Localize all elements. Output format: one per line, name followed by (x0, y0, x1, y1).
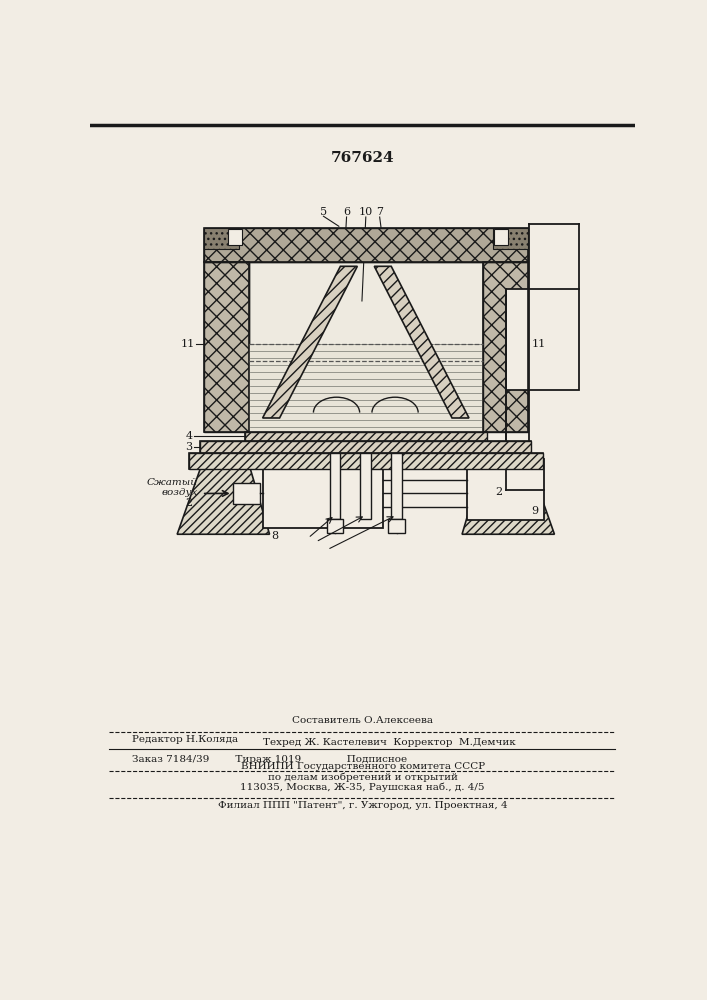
Text: Филиал ППП "Патент", г. Ужгород, ул. Проектная, 4: Филиал ППП "Патент", г. Ужгород, ул. Про… (218, 801, 508, 810)
Bar (494, 229, 508, 245)
Polygon shape (374, 266, 469, 418)
Bar (483, 262, 527, 432)
Text: Техред Ж. Кастелевич  Корректор  М.Демчик: Техред Ж. Кастелевич Корректор М.Демчик (264, 738, 516, 747)
Bar (388, 519, 405, 533)
Bar (391, 453, 402, 519)
Text: 2: 2 (185, 498, 192, 508)
Bar (249, 344, 483, 432)
Text: 767624: 767624 (331, 151, 395, 165)
Text: 11: 11 (532, 339, 546, 349)
Text: 1: 1 (510, 456, 517, 466)
Polygon shape (262, 266, 357, 418)
Text: Редактор Н.Коляда: Редактор Н.Коляда (132, 735, 239, 744)
Polygon shape (483, 262, 527, 432)
Text: Сжатый
воздух: Сжатый воздух (147, 478, 198, 497)
Polygon shape (200, 441, 532, 453)
Text: 113035, Москва, Ж-35, Раушская наб., д. 4/5: 113035, Москва, Ж-35, Раушская наб., д. … (240, 782, 485, 792)
Bar (327, 519, 344, 533)
Polygon shape (245, 432, 486, 441)
Polygon shape (493, 228, 527, 249)
Polygon shape (189, 453, 543, 469)
Bar (361, 453, 371, 519)
Text: 2: 2 (495, 487, 502, 497)
Bar (204, 262, 249, 432)
Bar (228, 229, 242, 245)
Polygon shape (204, 228, 527, 262)
Text: ВНИИПИ Государственного комитета СССР: ВНИИПИ Государственного комитета СССР (240, 762, 485, 771)
Polygon shape (204, 262, 249, 432)
Bar (467, 459, 544, 520)
Text: Заказ 7184/39        Тираж 1019              Подписное: Заказ 7184/39 Тираж 1019 Подписное (132, 755, 408, 764)
Text: Составитель О.Алексеева: Составитель О.Алексеева (292, 716, 433, 725)
Text: 5: 5 (320, 207, 327, 217)
Text: 9: 9 (532, 506, 539, 516)
Text: 11: 11 (180, 339, 195, 349)
Bar (189, 453, 543, 469)
Bar (264, 459, 382, 528)
Bar (204, 228, 527, 262)
Text: 4: 4 (185, 431, 192, 441)
Bar (200, 441, 532, 453)
Polygon shape (204, 228, 239, 249)
Text: 3: 3 (185, 442, 192, 452)
Bar (245, 432, 486, 441)
Text: 8: 8 (271, 531, 279, 541)
Bar (249, 262, 483, 432)
Bar (506, 289, 579, 389)
Text: 6: 6 (343, 207, 350, 217)
Bar (329, 453, 340, 519)
Polygon shape (462, 469, 554, 534)
Bar (233, 483, 259, 504)
Text: 7: 7 (376, 207, 383, 217)
Text: по делам изобретений и открытий: по делам изобретений и открытий (268, 772, 457, 782)
Polygon shape (177, 469, 269, 534)
Text: 10: 10 (358, 207, 373, 217)
